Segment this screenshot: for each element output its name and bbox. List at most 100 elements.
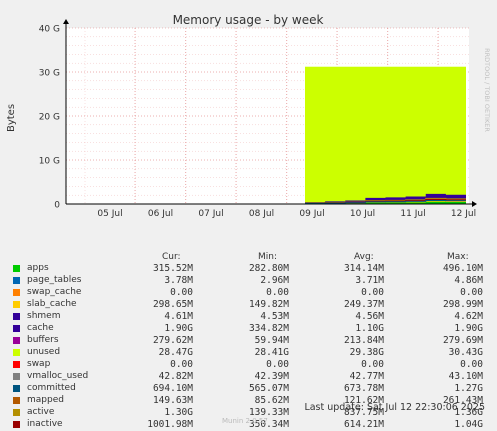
legend-swatch	[13, 361, 20, 368]
legend-min: 282.80M	[248, 263, 289, 274]
legend-max: 0.00	[460, 287, 483, 298]
legend-row: vmalloc_used 42.82M 42.39M 42.77M 43.10M	[0, 371, 497, 383]
x-tick-label: 06 Jul	[148, 209, 173, 219]
header-cur: Cur:	[162, 252, 181, 262]
legend-swatch	[13, 349, 20, 356]
y-tick-label: 40 G	[39, 25, 60, 35]
legend-avg: 42.77M	[349, 371, 384, 382]
legend-max: 1.04G	[454, 419, 483, 430]
x-ticks: 05 Jul 06 Jul 07 Jul 08 Jul 09 Jul 10 Jul 11 J…	[97, 209, 476, 219]
legend-avg: 314.14M	[343, 263, 384, 274]
legend-avg: 213.84M	[343, 335, 384, 346]
legend-avg: 121.62M	[343, 395, 384, 406]
legend-name: unused	[27, 347, 61, 357]
legend-cur: 0.00	[170, 359, 193, 370]
chart-title: Memory usage - by week	[173, 13, 324, 27]
legend-row: mapped 149.63M 85.62M 121.62M 261.43M	[0, 395, 497, 407]
legend-max: 496.10M	[442, 263, 483, 274]
legend-swatch	[13, 265, 20, 272]
x-tick-label: 11 Jul	[400, 209, 425, 219]
legend-cur: 279.62M	[152, 335, 193, 346]
legend-swatch	[13, 301, 20, 308]
header-min: Min:	[258, 252, 278, 262]
legend-cur: 149.63M	[152, 395, 193, 406]
legend-min: 149.82M	[248, 299, 289, 310]
legend-max: 4.86M	[454, 275, 483, 286]
legend-avg: 837.75M	[343, 407, 384, 418]
legend-row: swap_cache 0.00 0.00 0.00 0.00	[0, 287, 497, 299]
data-areas	[305, 66, 466, 204]
x-tick-label: 09 Jul	[299, 209, 324, 219]
legend-max: 298.99M	[442, 299, 483, 310]
legend-row: shmem 4.61M 4.53M 4.56M 4.62M	[0, 311, 497, 323]
legend-cur: 3.78M	[164, 275, 193, 286]
legend-max: 1.36G	[454, 407, 483, 418]
legend-min: 2.96M	[260, 275, 289, 286]
memory-chart: Memory usage - by week Bytes RRDTOOL / T…	[6, 13, 491, 219]
rrdtool-watermark: RRDTOOL / TOBI OETIKER	[483, 48, 491, 132]
legend-avg: 614.21M	[343, 419, 384, 430]
legend-cur: 298.65M	[152, 299, 193, 310]
legend-cur: 4.61M	[164, 311, 193, 322]
legend-cur: 0.00	[170, 287, 193, 298]
munin-version: Munin 2.0.57	[222, 417, 268, 425]
header-avg: Avg:	[354, 252, 374, 262]
legend-cur: 28.47G	[158, 347, 193, 358]
legend-max: 1.27G	[454, 383, 483, 394]
legend-min: 85.62M	[254, 395, 289, 406]
y-axis-label: Bytes	[6, 104, 17, 132]
legend-swatch	[13, 397, 20, 404]
x-tick-label: 07 Jul	[198, 209, 223, 219]
legend-name: mapped	[27, 395, 64, 405]
legend-swatch	[13, 337, 20, 344]
legend-cur: 694.10M	[152, 383, 193, 394]
y-tick-label: 10 G	[39, 157, 60, 167]
legend-cur: 1001.98M	[147, 419, 193, 430]
x-tick-label: 12 Jul	[451, 209, 476, 219]
legend-swatch	[13, 313, 20, 320]
legend-row: active 1.30G 139.33M 837.75M 1.36G	[0, 407, 497, 419]
legend-avg: 0.00	[361, 359, 384, 370]
legend-name: vmalloc_used	[27, 371, 89, 381]
legend-row: apps 315.52M 282.80M 314.14M 496.10M	[0, 263, 497, 275]
legend-avg: 249.37M	[343, 299, 384, 310]
y-ticks: 0 10 G 20 G 30 G 40 G	[39, 25, 61, 211]
legend-min: 565.07M	[248, 383, 289, 394]
x-tick-label: 10 Jul	[350, 209, 375, 219]
legend-avg: 4.56M	[355, 311, 384, 322]
legend-row: unused 28.47G 28.41G 29.38G 30.43G	[0, 347, 497, 359]
area-unused	[305, 66, 466, 204]
legend-max: 279.69M	[442, 335, 483, 346]
legend-min: 42.39M	[254, 371, 289, 382]
legend-swatch	[13, 373, 20, 380]
legend-swatch	[13, 277, 20, 284]
line-committed	[305, 199, 466, 204]
legend-cur: 1.90G	[164, 323, 193, 334]
legend-avg: 0.00	[361, 287, 384, 298]
legend-name: inactive	[27, 419, 63, 429]
legend-row: inactive 1001.98M 350.34M 614.21M 1.04G	[0, 419, 497, 431]
legend-cur: 315.52M	[152, 263, 193, 274]
legend-swatch	[13, 409, 20, 416]
y-axis-arrow-icon	[63, 19, 69, 24]
x-tick-label: 05 Jul	[97, 209, 122, 219]
legend-swatch	[13, 289, 20, 296]
legend-max: 30.43G	[448, 347, 483, 358]
legend-max: 4.62M	[454, 311, 483, 322]
legend-name: shmem	[27, 311, 61, 321]
legend-swatch	[13, 421, 20, 428]
legend-avg: 673.78M	[343, 383, 384, 394]
legend-min: 350.34M	[248, 419, 289, 430]
legend-row: cache 1.90G 334.82M 1.10G 1.90G	[0, 323, 497, 335]
legend-min: 28.41G	[254, 347, 289, 358]
legend-row: page_tables 3.78M 2.96M 3.71M 4.86M	[0, 275, 497, 287]
header-max: Max:	[447, 252, 469, 262]
x-tick-label: 08 Jul	[249, 209, 274, 219]
legend-min: 4.53M	[260, 311, 289, 322]
legend-min: 59.94M	[254, 335, 289, 346]
legend-avg: 3.71M	[355, 275, 384, 286]
legend-swatch	[13, 385, 20, 392]
legend-cur: 1.30G	[164, 407, 193, 418]
legend-max: 1.90G	[454, 323, 483, 334]
legend-name: cache	[27, 323, 54, 333]
